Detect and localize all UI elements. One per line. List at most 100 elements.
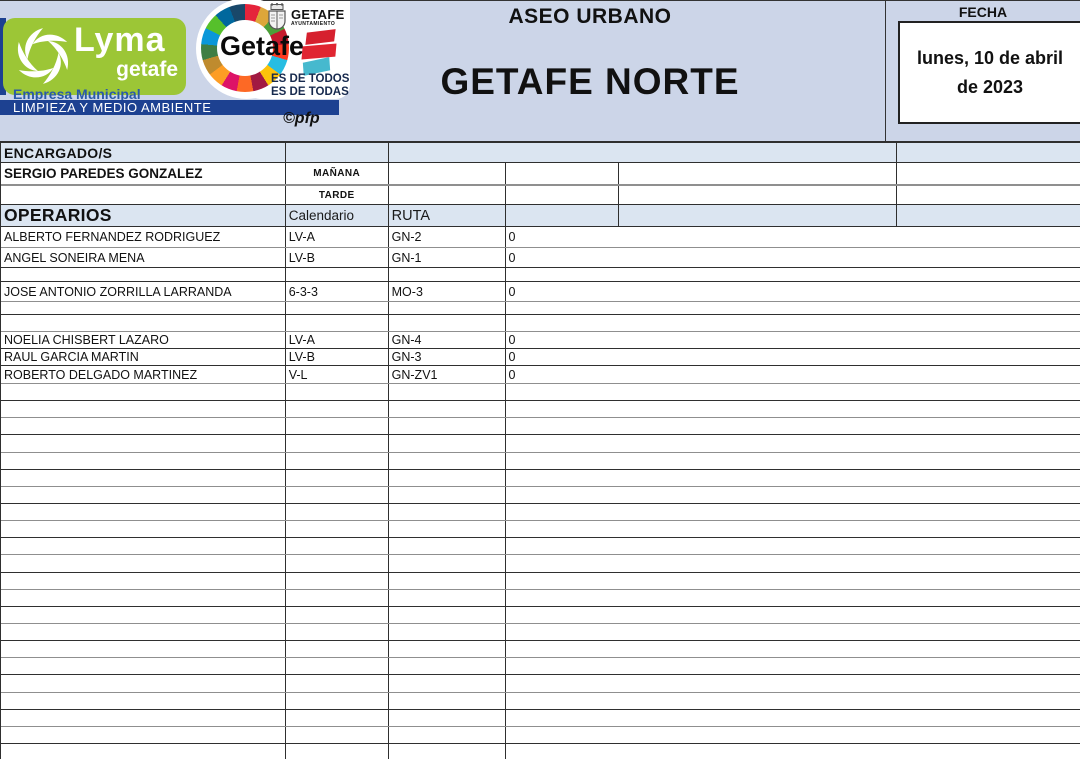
valor-cell bbox=[506, 315, 1080, 331]
valor-cell bbox=[506, 607, 1080, 623]
calendario-cell bbox=[286, 572, 389, 589]
zone-title: GETAFE NORTE bbox=[440, 61, 740, 102]
empresa-municipal-label: Empresa Municipal bbox=[13, 86, 141, 102]
operario-row bbox=[1, 302, 1080, 315]
operarios-header-cell: OPERARIOS bbox=[1, 205, 286, 226]
valor-cell bbox=[506, 418, 1080, 434]
operario-name-cell bbox=[1, 589, 286, 606]
calendario-cell bbox=[286, 503, 389, 521]
operario-row: JOSE ANTONIO ZORRILLA LARRANDA 6-3-3 MO-3 0 bbox=[1, 282, 1080, 302]
operario-row: RAUL GARCIA MARTIN LV-B GN-3 0 bbox=[1, 349, 1080, 366]
empty-cell bbox=[619, 186, 898, 204]
operario-name-cell: ANGEL SONEIRA MENA bbox=[1, 248, 286, 267]
ruta-cell bbox=[389, 302, 506, 314]
empty-grid-row bbox=[1, 606, 1080, 624]
ruta-cell bbox=[389, 435, 506, 452]
calendario-cell bbox=[286, 302, 389, 314]
valor-cell bbox=[506, 727, 1080, 743]
operario-name-cell bbox=[1, 555, 286, 572]
calendario-cell: LV-B bbox=[286, 349, 389, 365]
ruta-cell bbox=[389, 384, 506, 401]
operario-row: ALBERTO FERNANDEZ RODRIGUEZ LV-A GN-2 0 bbox=[1, 227, 1080, 248]
operario-row bbox=[1, 315, 1080, 332]
operario-name-cell bbox=[1, 302, 286, 314]
ruta-cell: GN-ZV1 bbox=[389, 366, 506, 383]
operario-row bbox=[1, 268, 1080, 282]
operario-name-cell bbox=[1, 401, 286, 418]
calendario-cell bbox=[286, 401, 389, 418]
calendario-cell bbox=[286, 469, 389, 486]
empty-cell bbox=[619, 163, 898, 184]
section-title: ASEO URBANO bbox=[508, 5, 672, 28]
ruta-cell bbox=[389, 606, 506, 623]
ruta-cell bbox=[389, 726, 506, 743]
empty-grid-row bbox=[1, 486, 1080, 504]
ruta-cell bbox=[389, 418, 506, 435]
ruta-cell bbox=[389, 709, 506, 726]
empty-grid-row bbox=[1, 726, 1080, 744]
operario-name-cell bbox=[1, 692, 286, 709]
operarios-header-row: OPERARIOS Calendario RUTA bbox=[1, 205, 1080, 227]
operario-name-cell: ROBERTO DELGADO MARTINEZ bbox=[1, 366, 286, 383]
calendario-cell: V-L bbox=[286, 366, 389, 383]
operario-name-cell bbox=[1, 538, 286, 555]
empty-cell bbox=[506, 163, 620, 184]
ruta-cell bbox=[389, 486, 506, 503]
operario-name-cell: RAUL GARCIA MARTIN bbox=[1, 349, 286, 365]
encargado-name-cell: SERGIO PAREDES GONZALEZ bbox=[1, 163, 286, 184]
credit-text: ©pfp bbox=[283, 110, 320, 127]
operario-name-cell bbox=[1, 606, 286, 623]
ruta-cell bbox=[389, 452, 506, 469]
ruta-cell: GN-2 bbox=[389, 227, 506, 247]
valor-cell bbox=[506, 573, 1080, 589]
empty-grid-row bbox=[1, 452, 1080, 470]
operario-name-cell bbox=[1, 658, 286, 675]
valor-cell bbox=[506, 744, 1080, 759]
fecha-column-divider bbox=[885, 1, 886, 142]
encargados-header-cell: ENCARGADO/S bbox=[1, 143, 286, 162]
calendario-cell: LV-A bbox=[286, 332, 389, 348]
operario-name-cell bbox=[1, 486, 286, 503]
calendario-header-cell: Calendario bbox=[286, 205, 389, 226]
valor-cell bbox=[506, 435, 1080, 451]
ruta-cell bbox=[389, 572, 506, 589]
ruta-cell bbox=[389, 469, 506, 486]
getafe-coat-of-arms-icon bbox=[268, 3, 286, 30]
ruta-cell: GN-1 bbox=[389, 248, 506, 267]
empty-cell bbox=[506, 186, 620, 204]
fecha-line1: lunes, 10 de abril bbox=[916, 47, 1064, 68]
ruta-cell bbox=[389, 675, 506, 692]
slogan-line1: ES DE TODOS bbox=[271, 73, 350, 85]
valor-cell: 0 bbox=[508, 284, 516, 299]
ayuntamiento-subtitle: AYUNTAMIENTO bbox=[291, 21, 336, 27]
calendario-cell bbox=[286, 692, 389, 709]
calendario-cell bbox=[286, 521, 389, 538]
operario-row: ANGEL SONEIRA MENA LV-B GN-1 0 bbox=[1, 248, 1080, 268]
valor-cell bbox=[506, 453, 1080, 469]
empty-cell bbox=[897, 205, 1080, 226]
empty-grid-row bbox=[1, 675, 1080, 693]
calendario-cell bbox=[286, 418, 389, 435]
operario-name-cell: JOSE ANTONIO ZORRILLA LARRANDA bbox=[1, 282, 286, 301]
valor-cell: 0 bbox=[508, 350, 516, 364]
empty-grid-row bbox=[1, 555, 1080, 573]
ruta-header-cell: RUTA bbox=[389, 205, 506, 226]
empty-grid-row bbox=[1, 469, 1080, 487]
valor-cell bbox=[506, 384, 1080, 400]
valor-cell bbox=[506, 401, 1080, 417]
shift-afternoon-cell: TARDE bbox=[286, 186, 389, 204]
operario-row: NOELIA CHISBERT LAZARO LV-A GN-4 0 bbox=[1, 332, 1080, 349]
operario-row: ROBERTO DELGADO MARTINEZ V-L GN-ZV1 0 bbox=[1, 366, 1080, 384]
empty-grid-row bbox=[1, 503, 1080, 522]
calendario-cell bbox=[286, 675, 389, 692]
calendario-cell bbox=[286, 315, 389, 331]
valor-cell bbox=[506, 521, 1080, 537]
ruta-cell bbox=[389, 658, 506, 675]
ruta-cell: MO-3 bbox=[389, 282, 506, 301]
valor-cell: 0 bbox=[508, 230, 516, 244]
calendario-cell: LV-B bbox=[286, 248, 389, 267]
operario-name-cell bbox=[1, 503, 286, 521]
ruta-cell bbox=[389, 268, 506, 281]
operario-name-cell bbox=[1, 623, 286, 641]
